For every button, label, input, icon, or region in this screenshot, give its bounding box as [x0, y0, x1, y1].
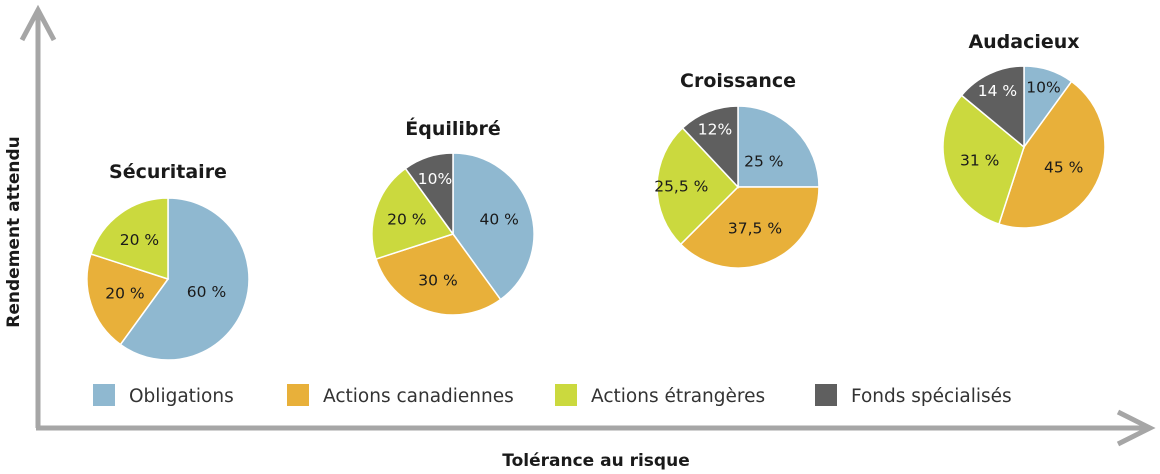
legend-swatch [93, 384, 115, 406]
legend-label: Obligations [129, 386, 234, 407]
legend-label: Actions étrangères [591, 386, 765, 407]
pie-slice-fonds-specialises [681, 105, 739, 189]
slice-label: 20 % [387, 211, 426, 229]
slice-label: 30 % [418, 272, 457, 290]
pie-title: Audacieux [968, 31, 1079, 53]
pie-title: Sécuritaire [109, 161, 227, 183]
slice-label: 20 % [120, 231, 159, 249]
slice-label: 31 % [960, 151, 999, 169]
slice-label: 40 % [480, 211, 519, 229]
pie-slice-obligations [452, 152, 535, 301]
slice-label: 25,5 % [654, 178, 708, 196]
pie-slice-obligations [737, 105, 820, 188]
legend-item-actions-etrangeres: Actions étrangères [555, 384, 765, 407]
slice-label: 25 % [744, 153, 783, 171]
y-axis-label: Rendement attendu [4, 136, 24, 327]
legend-item-fonds-specialises: Fonds spécialisés [815, 384, 1012, 407]
slice-label: 14 % [978, 82, 1017, 100]
axes [19, 4, 1156, 447]
pie-slice-actions-canadiennes [86, 253, 170, 346]
x-axis-label: Tolérance au risque [502, 451, 689, 471]
pie-slice-obligations [119, 197, 250, 361]
legend: Obligations Actions canadiennes Actions ét… [93, 384, 1012, 407]
pie-securitaire: 60 % 20 % 20 % Sécuritaire [86, 161, 250, 361]
x-axis-arrowhead [1116, 409, 1156, 447]
pie-group: 60 % 20 % 20 % Sécuritaire 40 % 30 % 20 % 10% Éq… [86, 31, 1106, 361]
pie-slice-fonds-specialises [960, 65, 1025, 149]
slice-label: 37,5 % [728, 220, 782, 238]
legend-swatch [815, 384, 837, 406]
pie-slice-actions-etrangeres [942, 94, 1025, 225]
pie-slice-fonds-specialises [404, 152, 454, 237]
legend-label: Actions canadiennes [323, 386, 514, 407]
pie-title: Croissance [680, 70, 796, 92]
pie-slice-actions-etrangeres [90, 197, 169, 281]
slice-label: 10% [418, 170, 452, 188]
y-axis-arrowhead [19, 4, 57, 42]
legend-swatch [555, 384, 577, 406]
legend-item-actions-canadiennes: Actions canadiennes [287, 384, 514, 407]
pie-croissance: 25 % 37,5 % 25,5 % 12% Croissance [654, 70, 820, 269]
pie-slice-actions-etrangeres [656, 126, 740, 246]
legend-item-obligations: Obligations [93, 384, 234, 407]
legend-label: Fonds spécialisés [851, 386, 1012, 407]
slice-label: 45 % [1044, 159, 1083, 177]
pie-slice-actions-canadiennes [375, 233, 502, 316]
slice-label: 60 % [187, 283, 226, 301]
slice-label: 12% [698, 121, 732, 139]
pie-equilibre: 40 % 30 % 20 % 10% Équilibré [371, 117, 535, 316]
pie-slice-actions-etrangeres [371, 167, 455, 260]
pie-slice-actions-canadiennes [679, 186, 820, 269]
slice-label: 20 % [105, 285, 144, 303]
legend-swatch [287, 384, 309, 406]
pie-slice-actions-canadiennes [998, 80, 1106, 229]
pie-audacieux: 10% 45 % 31 % 14 % Audacieux [942, 31, 1106, 229]
slice-label: 10% [1026, 78, 1060, 96]
pie-title: Équilibré [405, 117, 501, 140]
